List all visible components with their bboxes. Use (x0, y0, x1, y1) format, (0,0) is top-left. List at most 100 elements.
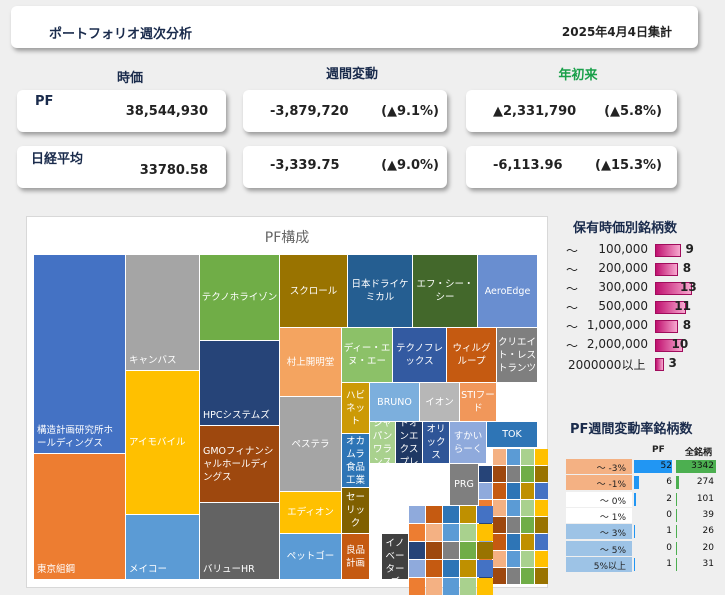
treemap-cell: 良品計画 (342, 534, 369, 579)
treemap-cell: キャンバス (126, 255, 199, 370)
treemap-cell: セーリック (342, 488, 369, 533)
weekly-all-bar (676, 541, 677, 555)
weekly-head-all: 全銘柄 (685, 448, 713, 458)
treemap-small-tile (521, 551, 534, 567)
treemap-cell: オリックス (423, 422, 449, 463)
treemap-small-tile (477, 578, 493, 595)
weekly-all-count: 101 (696, 493, 714, 504)
weekly-dist-row: ～ 1% 0 39 (566, 507, 718, 524)
nikkei-price-card: 日経平均 33780.58 (17, 146, 226, 188)
weekly-pf-count: 0 (666, 542, 672, 553)
weekly-dist-label: ～ -1% (596, 480, 626, 491)
treemap-small-tile (426, 578, 442, 595)
weekly-dist-row: ～ 5% 0 20 (566, 540, 718, 557)
report-title: ポートフォリオ週次分析 (49, 27, 193, 42)
weekly-dist-label: ～ 0% (599, 496, 626, 507)
hist-bar (655, 282, 692, 295)
treemap-small-tile (493, 483, 506, 499)
nikkei-ytd-value: -6,113.96 (493, 158, 563, 173)
weekly-all-bar (676, 525, 677, 539)
treemap-small-tile (493, 551, 506, 567)
hist-row: ～ 1,000,000 8 (566, 318, 716, 334)
treemap-small-tile (479, 466, 492, 482)
treemap-cell: TOK (487, 422, 537, 447)
weekly-dist-label: ～ 3% (599, 529, 626, 540)
nikkei-value: 33780.58 (139, 163, 208, 178)
report-date: 2025年4月4日集計 (561, 25, 672, 39)
weekly-pf-count: 52 (660, 461, 672, 471)
treemap-small-tile (521, 534, 534, 550)
treemap-small-tile (493, 534, 506, 550)
weekly-dist-label: ～ -3% (596, 464, 626, 474)
treemap-small-tile (493, 466, 506, 482)
treemap-cell: エディオン (280, 492, 341, 533)
treemap-small-tile (409, 578, 425, 595)
treemap-cell: テクノフレックス (393, 328, 446, 382)
weekly-all-count: 39 (702, 509, 714, 520)
treemap-small-tile (535, 551, 548, 567)
weekly-pf-bar (634, 476, 639, 490)
weekly-pf-bar (634, 557, 635, 571)
treemap-small-tile (535, 483, 548, 499)
weekly-all-count: 31 (702, 558, 714, 569)
treemap-cell: エフ・シー・シー (413, 255, 477, 327)
pf-value: 38,544,930 (125, 104, 208, 119)
treemap-cell: PRG (450, 464, 478, 505)
treemap-small-tile (493, 449, 506, 465)
treemap-cell: 構造計画研究所ホールディングス (34, 255, 125, 453)
treemap-cell: 日本ドライケミカル (348, 255, 412, 327)
treemap-small-tile (507, 517, 520, 533)
nikkei-weekly-value: -3,339.75 (270, 158, 340, 173)
hist-count: 8 (682, 318, 692, 332)
hist-threshold: 200,000 (598, 261, 648, 275)
weekly-dist-row: 5%以上 1 31 (566, 556, 718, 573)
weekly-all-bar (676, 508, 677, 522)
hist-threshold: 2,000,000 (586, 337, 648, 351)
header-card: ポートフォリオ週次分析 2025年4月4日集計 (11, 6, 698, 48)
treemap-small-tile (443, 578, 459, 595)
treemap-cell: テクノホライゾン (200, 255, 279, 340)
treemap-cell: ウィルグループ (447, 328, 496, 382)
treemap-small-tile (477, 524, 493, 541)
treemap-small-tile (409, 560, 425, 577)
treemap-small-tile (521, 449, 534, 465)
treemap-small-tile (426, 560, 442, 577)
treemap-small-tile (477, 506, 493, 523)
treemap-panel: PF構成 構造計画研究所ホールディングス 東京組鋼 キャンバス アイモバイル メイコー テ… (26, 216, 548, 595)
treemap-cell: クリエイト・レストランツ (497, 328, 537, 382)
hist-row: ～ 200,000 8 (566, 261, 716, 277)
hist-bar (655, 320, 678, 333)
hist-threshold: 300,000 (598, 280, 648, 294)
treemap-cell: HPCシステムズ (200, 341, 279, 425)
hist-count: 11 (674, 299, 691, 313)
weekly-dist-band (566, 475, 632, 491)
hist-threshold: 100,000 (598, 242, 648, 256)
hist-row: 2000000以上 3 (566, 356, 716, 372)
pf-weekly-card: -3,879,720 (▲9.1%) (243, 90, 447, 132)
treemap-small-tile (535, 500, 548, 516)
col-weekly-header: 週間変動 (325, 67, 378, 82)
tilde-icon: ～ (566, 320, 579, 334)
treemap-cell: BRUNO (370, 383, 419, 421)
tilde-icon: ～ (566, 339, 579, 353)
weekly-pf-count: 0 (666, 509, 672, 520)
hist-bar (655, 358, 664, 371)
hist-title: 保有時価別銘柄数 (573, 221, 678, 236)
treemap-small-tile (507, 449, 520, 465)
treemap-small-tile (460, 542, 476, 559)
weekly-all-count: 26 (702, 526, 714, 537)
weekly-pf-bar (634, 460, 672, 473)
treemap-small-tile (426, 542, 442, 559)
weekly-pf-count: 6 (666, 477, 672, 488)
treemap-small-tile (535, 466, 548, 482)
nikkei-weekly-pct: (▲9.0%) (381, 158, 439, 173)
weekly-dist-band (566, 556, 632, 572)
treemap-small-tile (426, 506, 442, 523)
hist-bar (655, 263, 678, 276)
hist-threshold: 500,000 (598, 299, 648, 313)
weekly-head-pf: PF (652, 445, 665, 455)
pf-price-card: PF 38,544,930 (17, 90, 226, 132)
treemap-cell: アイモバイル (126, 371, 199, 514)
treemap-small-tile (521, 483, 534, 499)
weekly-all-bar (676, 476, 680, 490)
